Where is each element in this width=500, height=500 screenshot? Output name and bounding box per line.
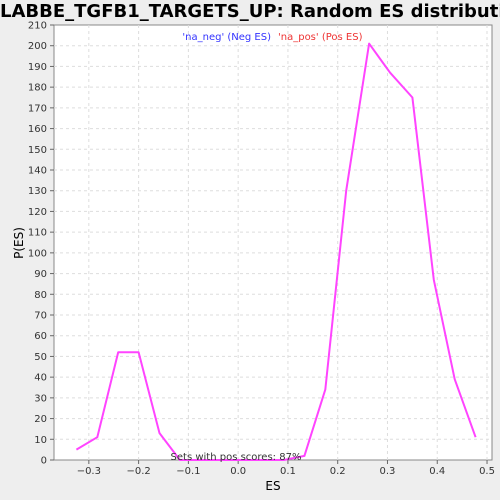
x-axis-title: ES: [265, 479, 280, 493]
y-tick-label: 190: [28, 62, 47, 73]
y-axis-title: P(ES): [12, 227, 26, 259]
series-line: [75, 42, 477, 461]
y-tick-label: 60: [34, 331, 47, 342]
chart-title: LABBE_TGFB1_TARGETS_UP: Random ES distri…: [0, 1, 500, 22]
x-tick-label: 0.3: [380, 466, 396, 477]
x-tick-label: 0.0: [230, 466, 246, 477]
y-tick-label: 40: [34, 373, 47, 384]
legend-entry-pos: 'na_pos' (Pos ES): [278, 32, 363, 43]
y-tick-label: 80: [34, 290, 47, 301]
y-axis: 0 10 20 30 40 50 60 70 80 90 100 110 120 130 140 150 160…: [28, 21, 54, 467]
x-tick-label: 0.1: [280, 466, 296, 477]
x-tick-label: 0.4: [429, 466, 445, 477]
y-tick-label: 180: [28, 83, 47, 94]
y-tick-label: 30: [34, 393, 47, 404]
x-tick-label: −0.2: [126, 466, 150, 477]
y-tick-label: 70: [34, 311, 47, 322]
y-tick-label: 160: [28, 124, 47, 135]
y-tick-label: 170: [28, 103, 47, 114]
plot-area: [53, 24, 493, 461]
y-tick-label: 130: [28, 186, 47, 197]
x-tick-label: −0.1: [176, 466, 200, 477]
y-tick-label: 140: [28, 166, 47, 177]
x-tick-label: 0.5: [479, 466, 495, 477]
y-tick-label: 200: [28, 41, 47, 52]
x-axis: −0.3 −0.2 −0.1 0.0 0.1 0.2 0.3 0.4 0.5: [77, 460, 495, 477]
y-tick-label: 100: [28, 248, 47, 259]
y-tick-label: 20: [34, 414, 47, 425]
annotation: Sets with pos scores: 87%: [171, 452, 302, 463]
y-tick-label: 120: [28, 207, 47, 218]
y-tick-label: 0: [41, 456, 47, 467]
y-tick-label: 150: [28, 145, 47, 156]
y-tick-label: 50: [34, 352, 47, 363]
x-tick-label: 0.2: [330, 466, 346, 477]
series-layer: [75, 42, 477, 461]
y-tick-label: 90: [34, 269, 47, 280]
x-tick-label: −0.3: [77, 466, 101, 477]
y-tick-label: 10: [34, 435, 47, 446]
legend-entry-neg: 'na_neg' (Neg ES): [182, 32, 271, 43]
y-tick-label: 210: [28, 21, 47, 32]
y-tick-label: 110: [28, 228, 47, 239]
grid-layer: [54, 25, 492, 460]
